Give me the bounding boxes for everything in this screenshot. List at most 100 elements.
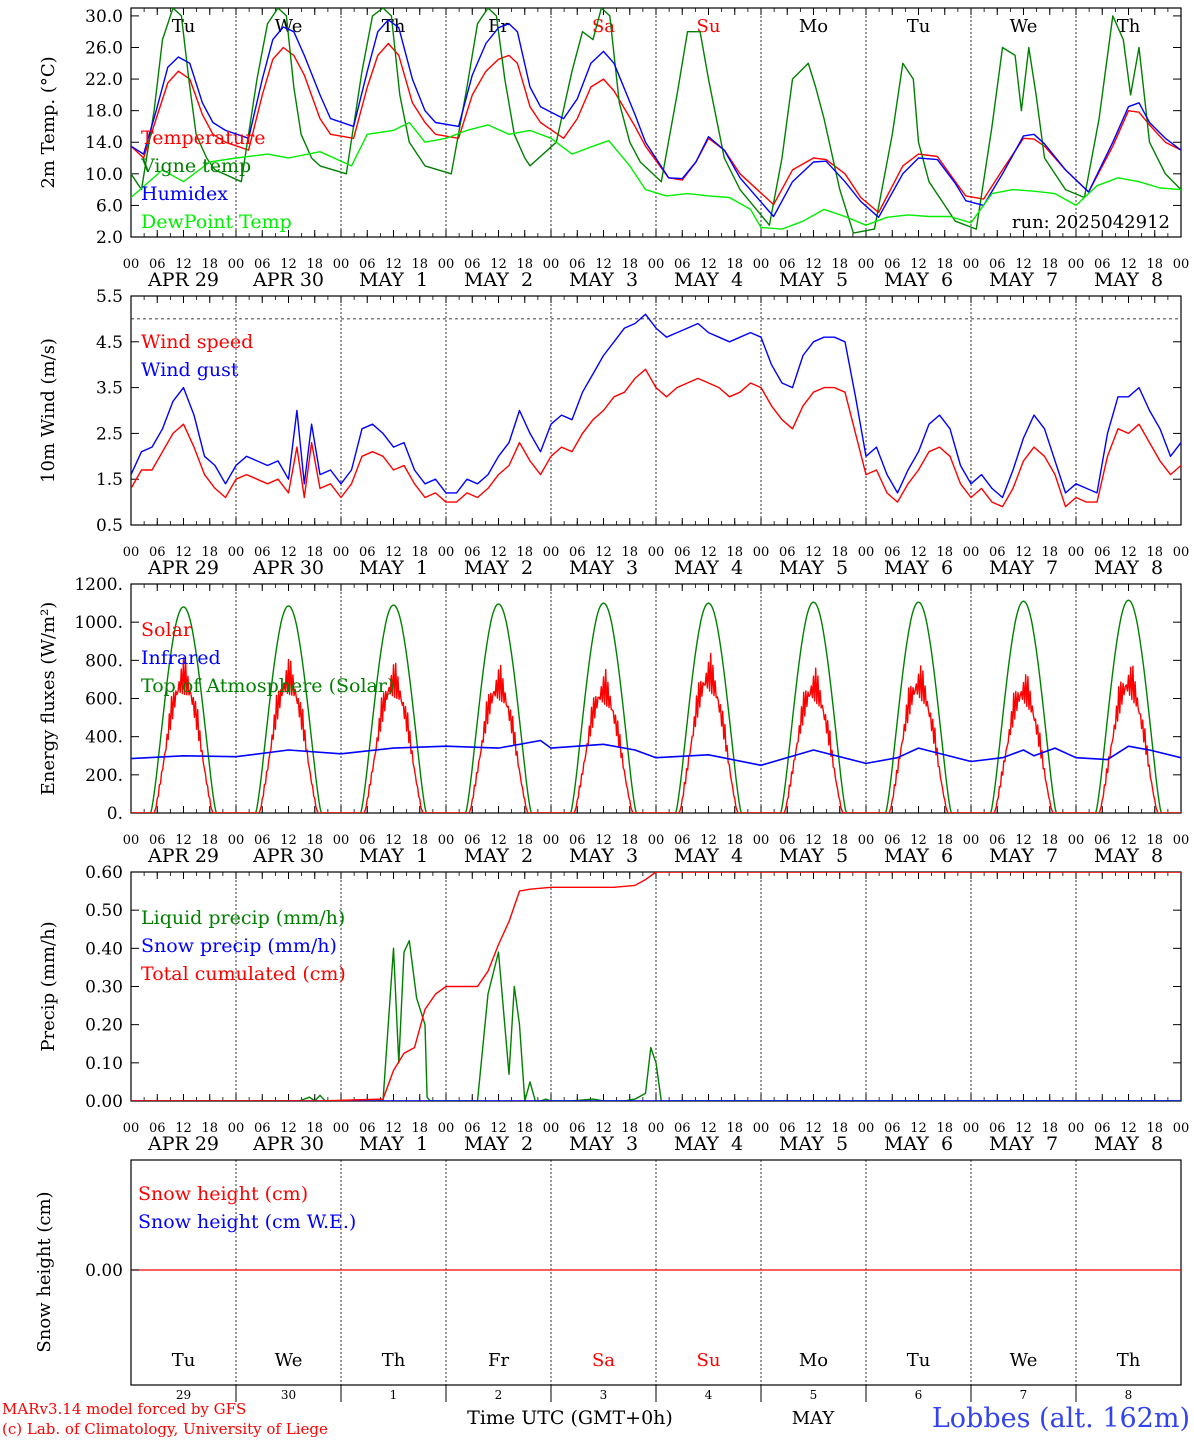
precip-hour-label: 18: [831, 1121, 848, 1136]
precip-hour-label: 00: [858, 1121, 875, 1136]
flux-hour-label: 12: [805, 833, 822, 848]
precip-hour-label: 12: [280, 1121, 297, 1136]
flux-hour-label: 18: [726, 833, 743, 848]
panel-precip: 00 06 12 18 00 06 12 18 00 06 12 18 00 06 12 18 00 06 12 18…: [38, 863, 1189, 1155]
flux-date-label: APR 29: [147, 845, 219, 867]
flux-hour-label: 12: [595, 833, 612, 848]
temp-hour-label: 12: [910, 257, 927, 272]
precip-hour-label: 18: [936, 1121, 953, 1136]
precip-hour-label: 06: [779, 1121, 796, 1136]
flux-hour-label: 00: [648, 833, 665, 848]
precip-date-label: MAY 5: [779, 1133, 848, 1155]
temp-date-label: APR 30: [252, 269, 324, 291]
wind-hour-label: 18: [411, 545, 428, 560]
temp-dow-label: Mo: [799, 16, 828, 37]
wind-hour-label: 12: [490, 545, 507, 560]
wind-hour-label: 00: [1068, 545, 1085, 560]
precip-ytick-label: 0.20: [85, 1016, 123, 1036]
flux-ytick-label: 200.: [85, 766, 123, 786]
wind-ytick-label: 1.5: [96, 470, 123, 490]
flux-hour-label: 00: [123, 833, 140, 848]
panel-snow: 0.00 Snow height (cm) Snow height (cm) Snow…: [34, 1159, 1182, 1402]
precip-hour-label: 18: [1041, 1121, 1058, 1136]
temp-hour-label: 00: [1068, 257, 1085, 272]
precip-hour-label: 00: [1068, 1121, 1085, 1136]
temp-legend-humidex: Humidex: [141, 183, 228, 205]
temp-series-temperature: [131, 42, 1181, 214]
wind-date-label: MAY 8: [1094, 557, 1163, 579]
flux-hour-label: 12: [385, 833, 402, 848]
temp-hour-label: 00: [123, 257, 140, 272]
wind-date-label: MAY 1: [359, 557, 428, 579]
month-label: MAY: [792, 1408, 836, 1429]
wind-hour-label: 06: [884, 545, 901, 560]
flux-hour-label: 06: [779, 833, 796, 848]
wind-date-label: MAY 3: [569, 557, 638, 579]
flux-hour-label: 18: [1041, 833, 1058, 848]
precip-ytick-label: 0.60: [85, 863, 123, 883]
temp-hour-label: 00: [753, 257, 770, 272]
wind-hour-label: 00: [648, 545, 665, 560]
wind-hour-label: 12: [1015, 545, 1032, 560]
flux-ytick-label: 600.: [85, 690, 123, 710]
temp-date-label: MAY 2: [464, 269, 533, 291]
snow-dow-label: Th: [382, 1350, 406, 1371]
temp-date-label: MAY 4: [674, 269, 743, 291]
panel-flux: 00 06 12 18 00 06 12 18 00 06 12 18 00 06 12 18 00 06 12 18…: [38, 575, 1189, 867]
temp-dow-label: Su: [697, 16, 721, 37]
temp-dow-label: Th: [1117, 16, 1141, 37]
precip-hour-label: 06: [569, 1121, 586, 1136]
flux-hour-label: 18: [411, 833, 428, 848]
flux-hour-label: 00: [753, 833, 770, 848]
wind-date-label: APR 29: [147, 557, 219, 579]
precip-date-label: MAY 8: [1094, 1133, 1163, 1155]
flux-hour-label: 00: [1068, 833, 1085, 848]
temp-hour-label: 18: [201, 257, 218, 272]
wind-hour-label: 12: [700, 545, 717, 560]
temp-ytick-label: 22.0: [85, 70, 123, 90]
wind-date-label: MAY 4: [674, 557, 743, 579]
footer-model-line: MARv3.14 model forced by GFS: [2, 1400, 246, 1418]
snow-dow-label: Mo: [799, 1350, 828, 1371]
precip-hour-label: 00: [123, 1121, 140, 1136]
temp-hour-label: 18: [621, 257, 638, 272]
snow-day-number: 30: [281, 1388, 296, 1402]
wind-hour-label: 12: [280, 545, 297, 560]
flux-ytick-label: 800.: [85, 651, 123, 671]
temp-hour-label: 18: [516, 257, 533, 272]
flux-hour-label: 00: [543, 833, 560, 848]
precip-hour-label: 00: [438, 1121, 455, 1136]
temp-legend-vigne-temp: Vigne temp: [140, 155, 251, 177]
wind-legend-wind-speed: Wind speed: [141, 331, 253, 353]
time-axis-label: Time UTC (GMT+0h): [467, 1407, 673, 1429]
flux-hour-label: 00: [438, 833, 455, 848]
flux-date-label: MAY 3: [569, 845, 638, 867]
temp-hour-label: 06: [569, 257, 586, 272]
flux-series-top-of-atmosphere-solar: [131, 599, 1181, 813]
wind-hour-label: 12: [805, 545, 822, 560]
precip-hour-label: 18: [201, 1121, 218, 1136]
temp-hour-label: 18: [1146, 257, 1163, 272]
flux-hour-label: 18: [1146, 833, 1163, 848]
snow-dow-label: Th: [1117, 1350, 1141, 1371]
panel-wind: 00 06 12 18 00 06 12 18 00 06 12 18 00 06 12 18 00 06 12 18…: [38, 287, 1189, 579]
flux-hour-label: 06: [569, 833, 586, 848]
flux-date-label: MAY 7: [989, 845, 1058, 867]
wind-date-label: MAY 2: [464, 557, 533, 579]
temp-ytick-label: 14.0: [85, 133, 123, 153]
precip-hour-label: 00: [648, 1121, 665, 1136]
precip-hour-label: 12: [595, 1121, 612, 1136]
flux-hour-label: 06: [254, 833, 271, 848]
snow-legend-snow-height-cm-: Snow height (cm): [138, 1183, 308, 1205]
temp-hour-label: 12: [700, 257, 717, 272]
snow-day-number: 3: [600, 1388, 608, 1402]
snow-day-number: 1: [390, 1388, 398, 1402]
temp-hour-label: 18: [306, 257, 323, 272]
wind-hour-label: 12: [175, 545, 192, 560]
snow-day-number: 6: [915, 1388, 923, 1402]
temp-hour-label: 12: [385, 257, 402, 272]
wind-hour-label: 18: [201, 545, 218, 560]
precip-hour-label: 12: [805, 1121, 822, 1136]
flux-series-infrared: [131, 739, 1181, 767]
flux-hour-label: 18: [516, 833, 533, 848]
